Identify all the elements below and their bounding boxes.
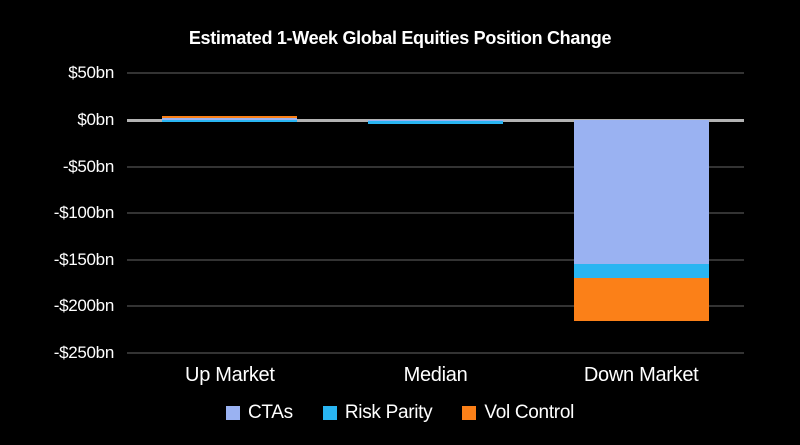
legend-label-risk-parity: Risk Parity (344, 402, 433, 423)
gridline--50bn (127, 165, 744, 168)
gridline--200bn (127, 305, 744, 308)
y-tick-label--250bn: -$250bn (53, 343, 115, 362)
legend: CTAs Risk Parity Vol Control (0, 402, 800, 424)
gridline--100bn (127, 212, 744, 215)
bar-median-risk-parity (368, 120, 503, 124)
bar-down-market-vol-control (574, 277, 709, 322)
bar-up-market-ctas (162, 118, 297, 120)
gridline--250bn (127, 352, 744, 354)
y-tick-label--100bn: -$100bn (53, 203, 115, 223)
bar-median-ctas (368, 120, 503, 122)
legend-swatch-icon-vol-control (462, 406, 477, 420)
y-tick-label--150bn: -$150bn (53, 249, 115, 269)
legend-label-vol-control: Vol Control (484, 402, 575, 423)
y-tick-label--200bn: -$200bn (53, 296, 115, 316)
y-tick-label--0bn: $0bn (77, 110, 114, 129)
bar-down-market-risk-parity (574, 264, 709, 278)
legend-item-vol-control: Vol Control (462, 402, 574, 424)
bar-up-market-vol-control (162, 116, 297, 119)
gridline--50bn (127, 72, 744, 75)
gridline--150bn (127, 258, 744, 261)
x-category-label-median: Median (403, 364, 468, 386)
legend-swatch-icon-risk-parity (322, 406, 337, 420)
legend-item-risk-parity: Risk Parity (322, 402, 433, 424)
bar-up-market-risk-parity (162, 120, 297, 122)
y-tick-label--50bn: $50bn (68, 63, 114, 83)
chart-title: Estimated 1-Week Global Equities Positio… (188, 28, 612, 48)
x-category-label-up-market: Up Market (185, 364, 275, 386)
bar-down-market-ctas (574, 120, 709, 265)
y-tick-label--50bn: -$50bn (62, 156, 114, 176)
legend-label-ctas: CTAs (247, 402, 293, 423)
x-category-label-down-market: Down Market (583, 364, 699, 386)
legend-swatch-icon-ctas (225, 406, 240, 420)
legend-item-ctas: CTAs (225, 402, 293, 424)
